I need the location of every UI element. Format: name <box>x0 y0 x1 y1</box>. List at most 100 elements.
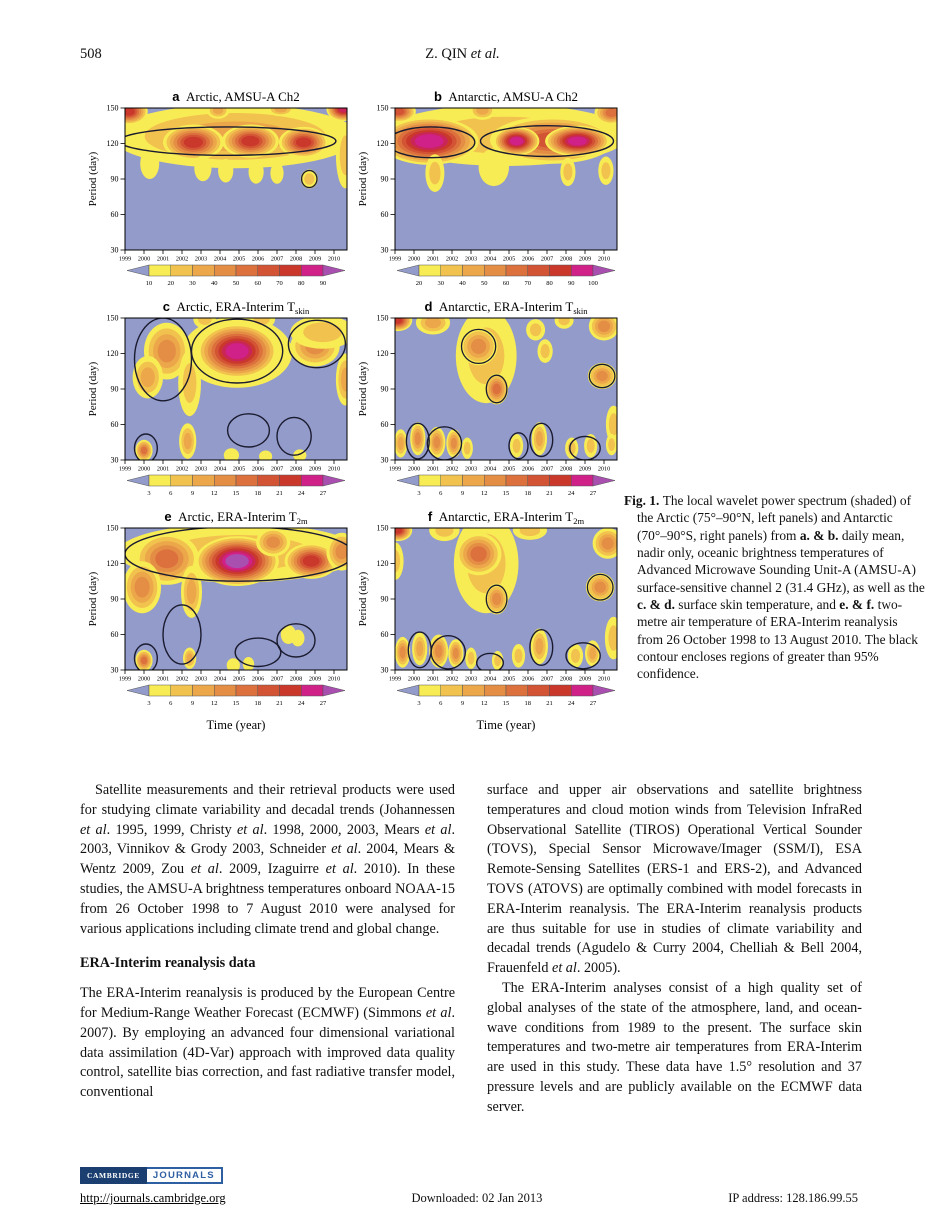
svg-text:18: 18 <box>525 700 532 707</box>
svg-text:2001: 2001 <box>157 256 169 263</box>
download-date: Downloaded: 02 Jan 2013 <box>411 1191 543 1205</box>
svg-text:15: 15 <box>233 700 240 707</box>
svg-text:60: 60 <box>111 210 119 219</box>
svg-text:2010: 2010 <box>328 466 340 473</box>
svg-text:2005: 2005 <box>233 676 245 683</box>
svg-text:2004: 2004 <box>214 466 226 473</box>
svg-text:2003: 2003 <box>465 676 477 683</box>
svg-text:21: 21 <box>546 700 553 707</box>
svg-text:18: 18 <box>255 490 262 497</box>
svg-text:c Arctic, ERA-Interim Tskin: c Arctic, ERA-Interim Tskin <box>163 299 310 316</box>
svg-text:60: 60 <box>503 280 510 287</box>
svg-text:6: 6 <box>169 700 173 707</box>
svg-text:12: 12 <box>211 490 218 497</box>
svg-text:2006: 2006 <box>522 256 534 263</box>
svg-text:Time (year): Time (year) <box>207 718 266 732</box>
svg-text:2005: 2005 <box>503 466 515 473</box>
svg-text:2004: 2004 <box>484 676 496 683</box>
svg-text:Period (day): Period (day) <box>357 571 369 626</box>
svg-text:70: 70 <box>525 280 532 287</box>
svg-text:2005: 2005 <box>503 256 515 263</box>
svg-text:150: 150 <box>107 524 119 533</box>
svg-text:2003: 2003 <box>195 466 207 473</box>
svg-text:30: 30 <box>381 456 389 465</box>
journals-link[interactable]: http://journals.cambridge.org <box>80 1191 226 1205</box>
svg-text:60: 60 <box>111 420 119 429</box>
svg-text:2008: 2008 <box>290 676 302 683</box>
svg-text:2001: 2001 <box>157 466 169 473</box>
svg-text:Period (day): Period (day) <box>87 571 99 626</box>
svg-text:b Antarctic, AMSU-A Ch2: b Antarctic, AMSU-A Ch2 <box>434 89 578 104</box>
svg-text:90: 90 <box>320 280 327 287</box>
svg-text:60: 60 <box>381 210 389 219</box>
svg-text:1999: 1999 <box>389 676 401 683</box>
svg-text:1999: 1999 <box>119 466 131 473</box>
svg-text:30: 30 <box>111 456 119 465</box>
svg-text:24: 24 <box>298 490 305 497</box>
svg-text:9: 9 <box>461 490 464 497</box>
svg-text:10: 10 <box>146 280 153 287</box>
svg-text:2001: 2001 <box>427 256 439 263</box>
body-paragraph: The ERA-Interim analyses consist of a hi… <box>487 979 862 1115</box>
figure-caption: Fig. 1. The local wavelet power spectrum… <box>624 493 925 682</box>
svg-text:50: 50 <box>233 280 240 287</box>
svg-text:1999: 1999 <box>119 256 131 263</box>
figure-panel-d: d Antarctic, ERA-Interim Tskin 30 60 90 120 1… <box>357 299 618 497</box>
svg-text:90: 90 <box>568 280 575 287</box>
svg-text:Period (day): Period (day) <box>87 361 99 416</box>
svg-text:2010: 2010 <box>598 256 610 263</box>
svg-text:30: 30 <box>111 666 119 675</box>
svg-text:120: 120 <box>107 349 119 358</box>
svg-text:2005: 2005 <box>233 466 245 473</box>
svg-text:15: 15 <box>503 700 510 707</box>
svg-text:1999: 1999 <box>119 676 131 683</box>
svg-text:15: 15 <box>503 490 510 497</box>
article-body: Satellite measurements and their retriev… <box>80 781 862 1118</box>
svg-text:6: 6 <box>169 490 173 497</box>
svg-text:100: 100 <box>588 280 598 287</box>
svg-text:2000: 2000 <box>138 256 150 263</box>
svg-text:3: 3 <box>417 490 420 497</box>
svg-text:3: 3 <box>147 490 150 497</box>
svg-text:50: 50 <box>481 280 488 287</box>
svg-text:150: 150 <box>377 314 389 323</box>
svg-text:27: 27 <box>590 490 597 497</box>
svg-text:2007: 2007 <box>541 256 553 263</box>
svg-text:40: 40 <box>211 280 218 287</box>
svg-text:9: 9 <box>461 700 464 707</box>
svg-text:21: 21 <box>546 490 553 497</box>
cambridge-journals-logo: CAMBRIDGE JOURNALS <box>80 1167 223 1184</box>
svg-text:30: 30 <box>381 666 389 675</box>
svg-text:f Antarctic, ERA-Interim T2m: f Antarctic, ERA-Interim T2m <box>428 509 585 526</box>
body-column-right: surface and upper air observations and s… <box>487 781 862 1118</box>
svg-text:e Arctic, ERA-Interim T2m: e Arctic, ERA-Interim T2m <box>164 509 308 526</box>
journals-logo-box: JOURNALS <box>146 1167 223 1184</box>
svg-text:120: 120 <box>377 349 389 358</box>
svg-text:2004: 2004 <box>214 256 226 263</box>
svg-text:2006: 2006 <box>522 466 534 473</box>
svg-text:2006: 2006 <box>522 676 534 683</box>
svg-text:2003: 2003 <box>195 676 207 683</box>
svg-text:a Arctic, AMSU-A Ch2: a Arctic, AMSU-A Ch2 <box>172 89 299 104</box>
svg-text:2010: 2010 <box>328 676 340 683</box>
svg-text:2002: 2002 <box>446 466 458 473</box>
cambridge-logo-box: CAMBRIDGE <box>80 1167 147 1184</box>
svg-text:24: 24 <box>568 490 575 497</box>
svg-text:9: 9 <box>191 490 194 497</box>
body-column-left: Satellite measurements and their retriev… <box>80 781 455 1118</box>
svg-text:2006: 2006 <box>252 466 264 473</box>
svg-text:150: 150 <box>377 104 389 113</box>
svg-text:1999: 1999 <box>389 466 401 473</box>
svg-text:2000: 2000 <box>408 676 420 683</box>
svg-text:2008: 2008 <box>290 256 302 263</box>
svg-text:90: 90 <box>381 595 389 604</box>
svg-text:2000: 2000 <box>408 256 420 263</box>
svg-text:27: 27 <box>320 490 327 497</box>
svg-text:Time (year): Time (year) <box>477 718 536 732</box>
body-paragraph: The ERA-Interim reanalysis is produced b… <box>80 985 455 1101</box>
svg-text:2009: 2009 <box>579 676 591 683</box>
svg-text:2008: 2008 <box>290 466 302 473</box>
svg-text:90: 90 <box>111 175 119 184</box>
svg-text:1999: 1999 <box>389 256 401 263</box>
figure-panel-b: b Antarctic, AMSU-A Ch2 30 60 90 120 150 Perio… <box>357 89 618 287</box>
